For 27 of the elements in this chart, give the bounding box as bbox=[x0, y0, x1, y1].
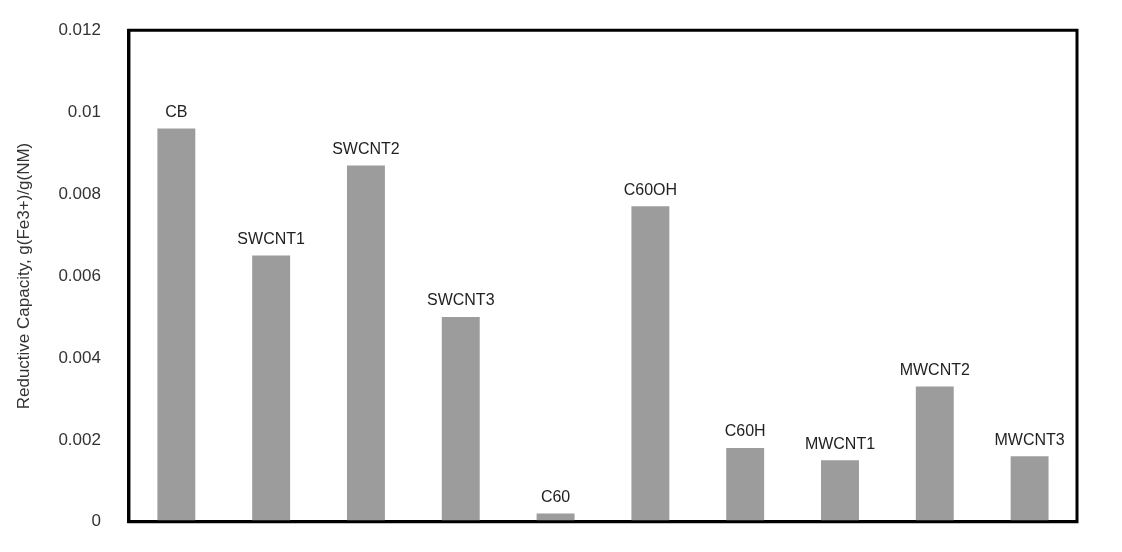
x-tick-label: C60OH bbox=[623, 180, 678, 198]
x-tick-label: SWCNT3 bbox=[426, 291, 495, 309]
bar bbox=[915, 386, 954, 522]
x-tick-label: MWCNT2 bbox=[899, 361, 970, 379]
x-tick-label: C60 bbox=[540, 488, 571, 506]
y-tick-label: 0.008 bbox=[58, 183, 101, 203]
y-axis-title: Reductive Capacity, g(Fe3+)/g(NM) bbox=[13, 142, 33, 410]
bar bbox=[441, 316, 480, 522]
y-tick-label: 0.012 bbox=[58, 19, 101, 39]
x-tick-label: MWCNT3 bbox=[994, 430, 1065, 448]
bar bbox=[252, 255, 291, 522]
bar bbox=[1010, 456, 1049, 522]
x-tick-label: CB bbox=[165, 102, 188, 120]
bar bbox=[157, 128, 196, 522]
bar bbox=[821, 460, 859, 522]
y-tick-label: 0 bbox=[91, 511, 101, 531]
x-tick-label: MWCNT1 bbox=[804, 434, 876, 452]
bar bbox=[631, 206, 670, 522]
x-tick-label: SWCNT1 bbox=[237, 229, 306, 247]
bar bbox=[726, 448, 765, 522]
y-tick-label: 0.002 bbox=[58, 429, 101, 449]
bar bbox=[347, 165, 385, 522]
x-tick-label: C60H bbox=[724, 422, 766, 440]
y-tick-label: 0.004 bbox=[58, 347, 101, 367]
y-tick-label: 0.01 bbox=[67, 101, 101, 121]
y-tick-label: 0.006 bbox=[58, 265, 101, 285]
x-tick-label: SWCNT2 bbox=[332, 139, 400, 157]
